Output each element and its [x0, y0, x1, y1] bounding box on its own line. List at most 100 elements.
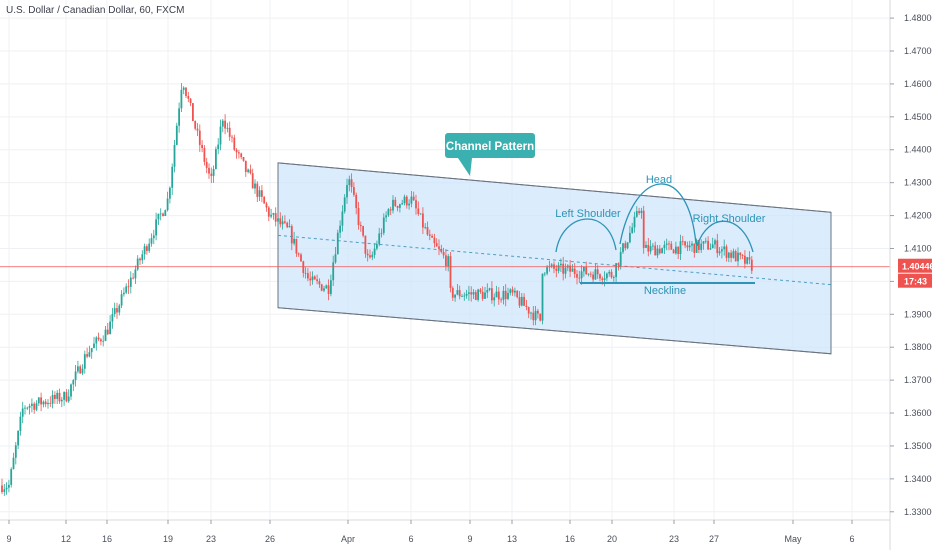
candle-body: [196, 128, 199, 131]
candle-body: [242, 157, 245, 161]
candle-body: [737, 252, 739, 262]
candle-body: [235, 149, 238, 153]
price-tick-label: 1.38000: [904, 342, 932, 352]
candle-body: [221, 120, 224, 127]
candle-body: [88, 352, 91, 357]
candle-body: [732, 251, 735, 258]
candle-body: [182, 87, 185, 90]
candle-body: [12, 457, 15, 470]
candle-body: [90, 348, 93, 353]
candle-body: [169, 187, 171, 199]
price-tick-label: 1.37000: [904, 375, 932, 385]
candle-body: [325, 285, 328, 289]
candle-body: [143, 246, 146, 255]
price-tick-label: 1.39000: [904, 309, 932, 319]
candle-body: [341, 211, 344, 226]
date-tick-label: 13: [507, 534, 517, 544]
candle-body: [652, 245, 654, 247]
date-tick-label: May: [784, 534, 802, 544]
candle-body: [451, 287, 454, 298]
candle-body: [95, 337, 98, 344]
candle-body: [129, 277, 132, 287]
candle-body: [173, 144, 176, 167]
candle-body: [679, 241, 682, 255]
candle-body: [543, 273, 546, 275]
date-tick-label: 12: [61, 534, 71, 544]
candle-body: [516, 290, 519, 298]
candle-body: [102, 340, 105, 342]
candle-body: [67, 396, 70, 402]
candle-body: [615, 263, 617, 278]
candle-body: [491, 288, 493, 301]
candle-body: [557, 265, 560, 271]
head-and-shoulders-pattern: Left Shoulder Head Right Shoulder Neckline C…: [0, 133, 890, 297]
date-tick-label: 26: [265, 534, 275, 544]
candle-body: [215, 149, 217, 169]
candle-body: [10, 469, 13, 485]
neckline-label: Neckline: [644, 285, 686, 297]
candle-body: [146, 246, 148, 251]
head-label: Head: [646, 174, 672, 186]
candle-body: [320, 284, 323, 291]
candle-body: [488, 288, 491, 290]
date-tick-label: 6: [408, 534, 413, 544]
candle-body: [233, 137, 236, 150]
date-tick-label: 9: [6, 534, 11, 544]
price-tick-label: 1.42000: [904, 211, 932, 221]
candle-body: [707, 240, 709, 250]
candle-body: [576, 274, 578, 278]
candle-body: [539, 313, 542, 321]
candle-body: [638, 211, 640, 214]
candle-body: [396, 206, 399, 208]
price-tick-label: 1.34000: [904, 474, 932, 484]
candle-body: [1, 485, 3, 493]
candle-body: [378, 233, 381, 245]
candle-body: [472, 292, 475, 295]
candle-body: [550, 264, 553, 267]
candle-body: [123, 292, 125, 295]
candle-body: [288, 226, 291, 228]
candle-body: [281, 221, 284, 225]
candle-body: [155, 219, 157, 236]
candle-body: [120, 294, 123, 306]
candle-body: [125, 286, 128, 293]
candle-body: [569, 265, 571, 272]
candle-body: [684, 241, 686, 246]
candle-body: [663, 244, 666, 249]
candle-body: [369, 255, 371, 258]
candle-body: [555, 268, 558, 271]
candle-body: [493, 297, 496, 301]
candle-body: [624, 243, 627, 249]
candle-body: [750, 259, 753, 271]
candle-body: [83, 354, 86, 369]
candle-body: [300, 254, 302, 262]
candle-body: [389, 209, 392, 211]
candle-body: [645, 244, 647, 248]
candle-body: [445, 255, 447, 267]
date-tick-label: 23: [206, 534, 216, 544]
candle-body: [571, 268, 574, 272]
candles: [1, 83, 753, 496]
candle-body: [564, 267, 567, 274]
candle-body: [606, 273, 608, 279]
candle-body: [401, 203, 404, 205]
candle-body: [585, 266, 588, 275]
candle-body: [77, 366, 79, 372]
candle-body: [106, 329, 109, 335]
candle-body: [208, 167, 210, 174]
candle-body: [507, 292, 509, 299]
date-tick-label: 16: [565, 534, 575, 544]
candle-body: [642, 210, 645, 248]
candle-body: [426, 227, 429, 235]
candle-body: [3, 489, 6, 493]
candle-body: [518, 297, 521, 306]
candle-body: [228, 127, 231, 137]
candle-body: [359, 224, 362, 227]
candle-body: [403, 196, 406, 204]
candle-body: [284, 221, 286, 223]
candle-body: [698, 239, 700, 250]
candle-body: [178, 108, 180, 126]
candle-body: [527, 307, 530, 314]
